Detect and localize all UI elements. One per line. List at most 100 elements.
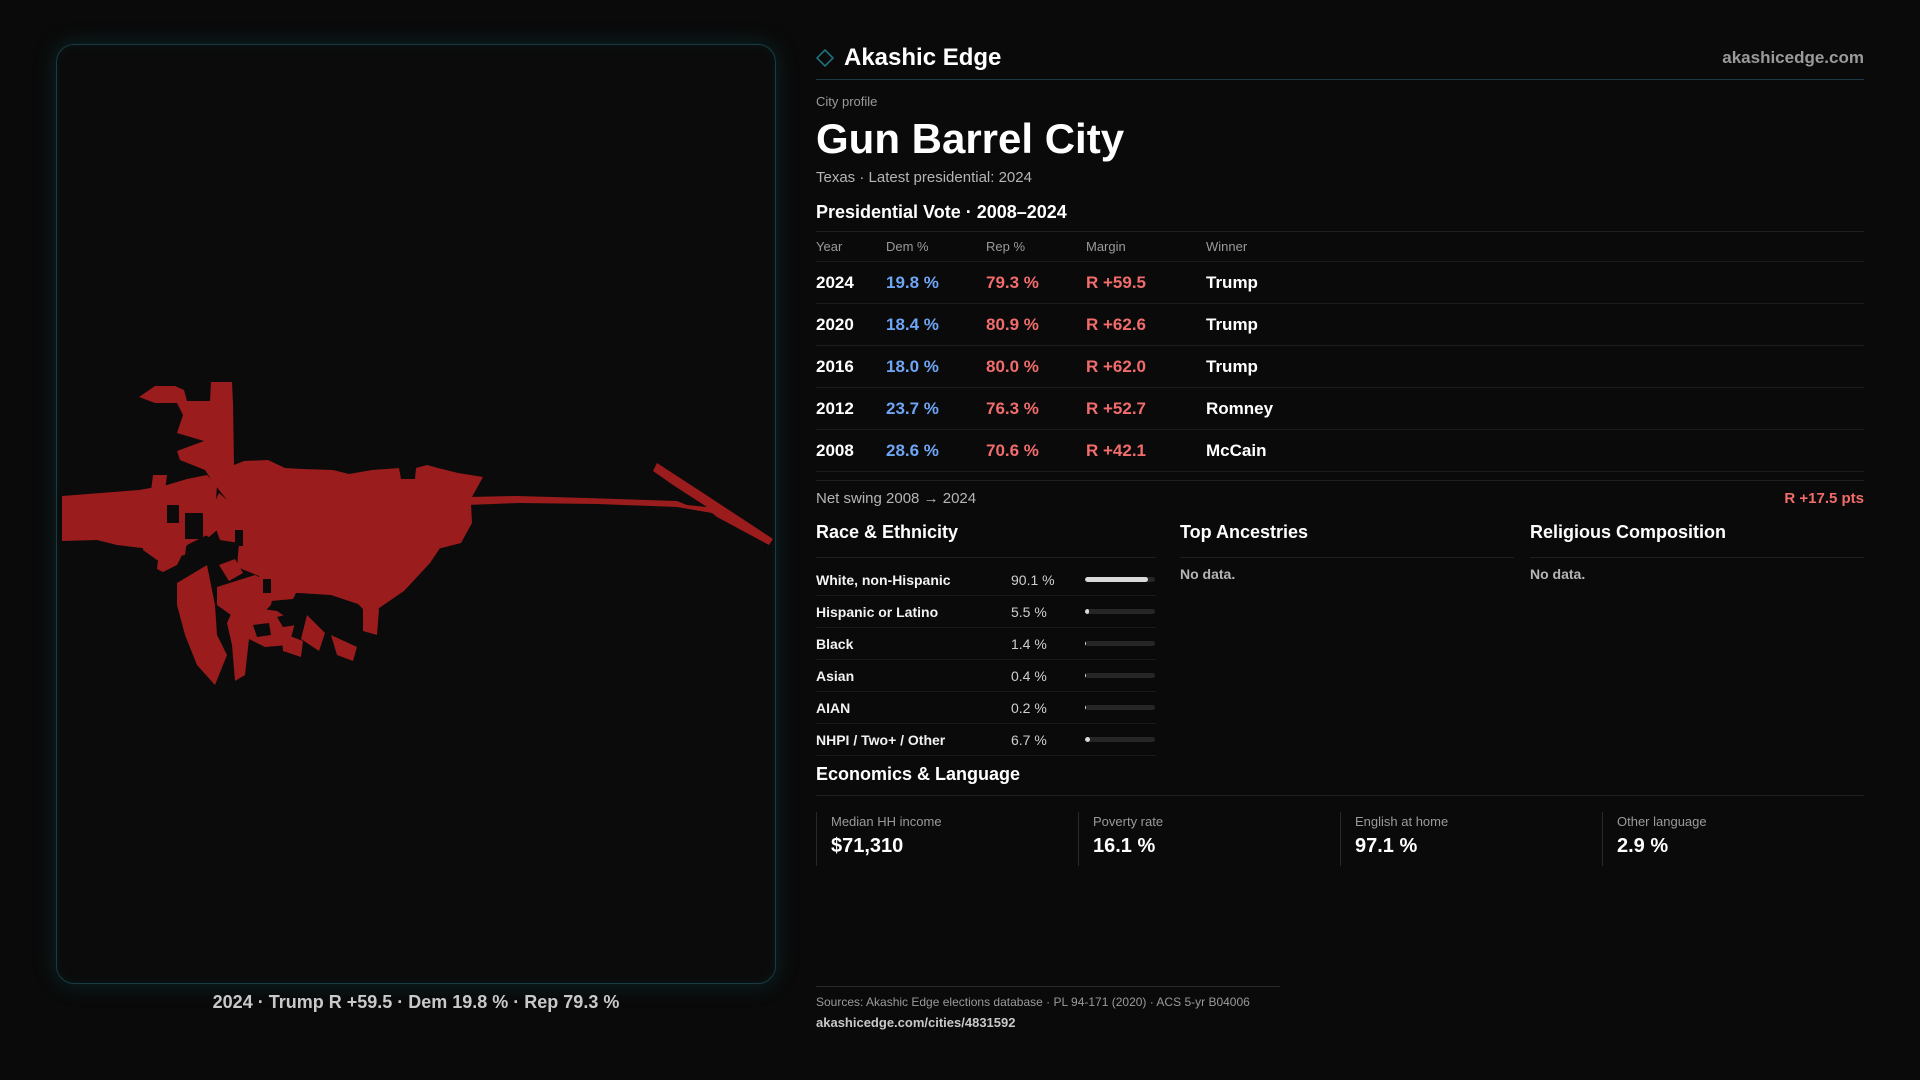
net-swing-value: R +17.5 pts bbox=[1784, 490, 1864, 507]
row-dem-pct: 23.7 % bbox=[886, 398, 939, 418]
race-label: NHPI / Two+ / Other bbox=[816, 731, 946, 748]
row-dem-pct: 18.0 % bbox=[886, 356, 939, 376]
sources-text: Sources: Akashic Edge elections database… bbox=[816, 995, 1250, 1009]
list-item: Black 1.4 % bbox=[816, 628, 1156, 660]
race-label: Black bbox=[816, 635, 854, 652]
row-winner: Romney bbox=[1206, 398, 1274, 418]
city-boundary-shape bbox=[62, 382, 773, 685]
empty-state: No data. bbox=[1180, 566, 1236, 582]
row-year: 2012 bbox=[816, 398, 854, 418]
row-year: 2016 bbox=[816, 356, 854, 376]
ancestries-section: Top Ancestries No data. bbox=[1180, 522, 1514, 756]
map-holes bbox=[167, 505, 297, 637]
row-margin: R +62.0 bbox=[1086, 356, 1147, 376]
stat-value: 97.1 % bbox=[1355, 835, 1418, 857]
profile-panel: Akashic Edge akashicedge.com City profil… bbox=[816, 40, 1864, 866]
list-item: AIAN 0.2 % bbox=[816, 692, 1156, 724]
page-eyebrow: City profile bbox=[816, 94, 878, 109]
list-item: NHPI / Two+ / Other 6.7 % bbox=[816, 724, 1156, 756]
row-year: 2020 bbox=[816, 314, 854, 334]
page-footer: Sources: Akashic Edge elections database… bbox=[816, 986, 1280, 1030]
city-boundary-map bbox=[62, 382, 773, 685]
stat-label: English at home bbox=[1355, 814, 1449, 829]
race-pct: 1.4 % bbox=[1011, 635, 1047, 652]
page-subtitle: Texas · Latest presidential: 2024 bbox=[816, 169, 1032, 186]
table-row: 2012 23.7 % 76.3 % R +52.7 Romney bbox=[816, 388, 1864, 430]
race-pct: 0.2 % bbox=[1011, 699, 1047, 716]
row-rep-pct: 70.6 % bbox=[986, 440, 1039, 460]
race-label: White, non-Hispanic bbox=[816, 571, 951, 588]
race-label: AIAN bbox=[816, 699, 851, 716]
permalink[interactable]: akashicedge.com/cities/4831592 bbox=[816, 1015, 1016, 1030]
stat-card: Poverty rate 16.1 % bbox=[1078, 812, 1340, 866]
race-pct: 0.4 % bbox=[1011, 667, 1047, 684]
race-bar-fill bbox=[1085, 577, 1149, 582]
race-label: Hispanic or Latino bbox=[816, 603, 939, 620]
diamond-icon bbox=[816, 48, 834, 67]
race-bar bbox=[1085, 641, 1155, 646]
row-winner: McCain bbox=[1206, 440, 1267, 460]
city-map-panel bbox=[56, 44, 776, 984]
section-title: Religious Composition bbox=[1530, 522, 1864, 558]
row-rep-pct: 79.3 % bbox=[986, 272, 1039, 292]
list-item: White, non-Hispanic 90.1 % bbox=[816, 564, 1156, 596]
race-bar-fill bbox=[1085, 641, 1087, 646]
table-row: 2024 19.8 % 79.3 % R +59.5 Trump bbox=[816, 262, 1864, 304]
race-pct: 90.1 % bbox=[1011, 571, 1055, 588]
section-title: Race & Ethnicity bbox=[816, 522, 1156, 558]
stat-value: 2.9 % bbox=[1617, 835, 1669, 857]
brand-name: Akashic Edge bbox=[844, 43, 1002, 71]
race-bar bbox=[1085, 577, 1155, 582]
table-row: 2008 28.6 % 70.6 % R +42.1 McCain bbox=[816, 430, 1864, 472]
demographics-section: Race & Ethnicity White, non-Hispanic 90.… bbox=[816, 522, 1864, 756]
race-label: Asian bbox=[816, 667, 855, 684]
religion-section: Religious Composition No data. bbox=[1530, 522, 1864, 756]
race-ethnicity-section: Race & Ethnicity White, non-Hispanic 90.… bbox=[816, 522, 1156, 756]
stat-card: Median HH income $71,310 bbox=[816, 812, 1078, 866]
row-dem-pct: 18.4 % bbox=[886, 314, 939, 334]
race-bar bbox=[1085, 673, 1155, 678]
row-rep-pct: 80.0 % bbox=[986, 356, 1039, 376]
row-margin: R +52.7 bbox=[1086, 398, 1147, 418]
row-year: 2024 bbox=[816, 272, 854, 292]
page-title: Gun Barrel City bbox=[816, 115, 1125, 162]
stat-label: Poverty rate bbox=[1093, 814, 1164, 829]
row-margin: R +42.1 bbox=[1086, 440, 1147, 460]
empty-state: No data. bbox=[1530, 566, 1586, 582]
table-header: Year Dem % Rep % Margin Winner bbox=[816, 232, 1864, 262]
list-item: Hispanic or Latino 5.5 % bbox=[816, 596, 1156, 628]
brand-url-link[interactable]: akashicedge.com bbox=[1722, 47, 1864, 67]
race-bar bbox=[1085, 609, 1155, 614]
row-rep-pct: 80.9 % bbox=[986, 314, 1039, 334]
economics-section: Economics & Language Median HH income $7… bbox=[816, 764, 1864, 866]
section-title: Presidential Vote · 2008–2024 bbox=[816, 202, 1864, 232]
row-winner: Trump bbox=[1206, 272, 1258, 292]
presidential-vote-section: Presidential Vote · 2008–2024 Year Dem %… bbox=[816, 202, 1864, 516]
race-bar-fill bbox=[1085, 609, 1089, 614]
stat-card: English at home 97.1 % bbox=[1340, 812, 1602, 866]
stat-value: $71,310 bbox=[831, 835, 904, 857]
section-title: Top Ancestries bbox=[1180, 522, 1514, 558]
row-margin: R +59.5 bbox=[1086, 272, 1147, 292]
stat-label: Other language bbox=[1617, 814, 1707, 829]
stat-label: Median HH income bbox=[831, 814, 942, 829]
table-row: 2020 18.4 % 80.9 % R +62.6 Trump bbox=[816, 304, 1864, 346]
map-caption: 2024 · Trump R +59.5 · Dem 19.8 % · Rep … bbox=[212, 992, 620, 1012]
brand-header: Akashic Edge akashicedge.com bbox=[816, 40, 1864, 80]
row-margin: R +62.6 bbox=[1086, 314, 1147, 334]
net-swing-label: Net swing 2008 → 2024 bbox=[816, 490, 977, 507]
table-row: 2016 18.0 % 80.0 % R +62.0 Trump bbox=[816, 346, 1864, 388]
section-title: Economics & Language bbox=[816, 764, 1864, 796]
stat-cards: Median HH income $71,310 Poverty rate 16… bbox=[816, 812, 1864, 866]
race-list: White, non-Hispanic 90.1 % Hispanic or L… bbox=[816, 564, 1156, 756]
stat-value: 16.1 % bbox=[1093, 835, 1156, 857]
race-bar-fill bbox=[1085, 737, 1090, 742]
row-year: 2008 bbox=[816, 440, 854, 460]
list-item: Asian 0.4 % bbox=[816, 660, 1156, 692]
race-bar bbox=[1085, 705, 1155, 710]
column-header-margin: Margin bbox=[1086, 239, 1126, 254]
row-rep-pct: 76.3 % bbox=[986, 398, 1039, 418]
brand[interactable]: Akashic Edge bbox=[816, 44, 1001, 72]
row-dem-pct: 28.6 % bbox=[886, 440, 939, 460]
row-dem-pct: 19.8 % bbox=[886, 272, 939, 292]
